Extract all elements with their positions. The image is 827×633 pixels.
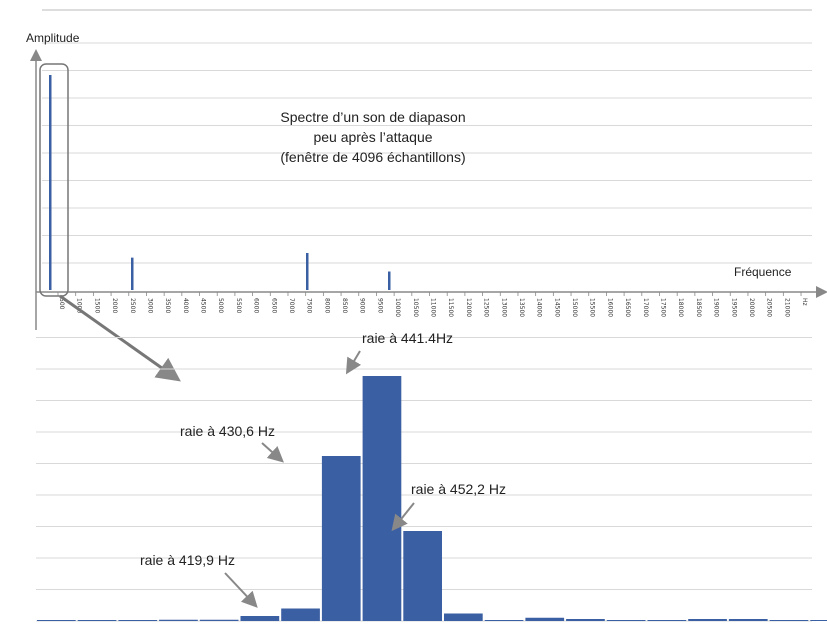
x-tick-label: 12500 xyxy=(483,298,490,317)
y-axis-label: Amplitude xyxy=(26,31,80,45)
zoom-bar xyxy=(321,456,361,621)
x-tick-label: 12000 xyxy=(465,298,472,317)
zoom-bar xyxy=(159,619,198,621)
zoom-chart: raie à 419,9 Hz raie à 430,6 Hz raie à 441… xyxy=(36,330,827,622)
x-tick-label: 9000 xyxy=(359,298,366,313)
zoom-bar xyxy=(606,620,646,621)
x-tick-label: 4500 xyxy=(200,298,207,313)
spectrum-chart: Amplitude Fréquence Spectre d’un son de di… xyxy=(26,9,827,382)
x-tick-label: 8000 xyxy=(323,298,330,313)
zoom-bar xyxy=(810,620,827,621)
zoom-bar xyxy=(566,619,605,621)
x-tick-label: 15500 xyxy=(589,298,596,317)
chart-title-line: Spectre d’un son de diapason xyxy=(280,109,465,125)
zoom-bar xyxy=(118,620,158,621)
zoom-bar xyxy=(525,617,565,621)
x-tick-label: 7000 xyxy=(288,298,295,313)
annotation-label: raie à 419,9 Hz xyxy=(140,552,235,568)
zoom-bar xyxy=(728,619,768,621)
x-tick-label: 21000 xyxy=(783,298,790,317)
annotation-arrow xyxy=(345,350,362,375)
x-tick-label: 3500 xyxy=(164,298,171,313)
annotation-arrow xyxy=(391,502,415,532)
x-tick-label: 10500 xyxy=(412,298,419,317)
x-tick-label: 4000 xyxy=(182,298,189,313)
spectrum-bar xyxy=(388,271,391,290)
x-tick-label: 19500 xyxy=(730,298,737,317)
x-axis-label: Fréquence xyxy=(734,265,792,279)
annotation-arrow xyxy=(224,572,258,608)
x-tick-label: 9500 xyxy=(376,298,383,313)
x-tick-label: 500 xyxy=(58,298,65,310)
zoom-bar xyxy=(77,620,117,621)
zoom-bar xyxy=(240,616,280,621)
annotation-label: raie à 441.4Hz xyxy=(362,330,453,346)
zoom-bar xyxy=(444,613,483,621)
x-tick-label: 1000 xyxy=(76,298,83,313)
zoom-bar xyxy=(403,531,442,621)
chart-title-line: (fenêtre de 4096 échantillons) xyxy=(280,149,465,165)
x-tick-label: 19000 xyxy=(713,298,720,317)
annotation-label: raie à 430,6 Hz xyxy=(180,423,275,439)
x-tick-label: 16500 xyxy=(624,298,631,317)
x-tick-label: 5500 xyxy=(235,298,242,313)
x-tick-label: 16000 xyxy=(606,298,613,317)
x-tick-label: 20500 xyxy=(766,298,773,317)
x-tick-label: 18500 xyxy=(695,298,702,317)
zoom-bar xyxy=(688,619,727,621)
zoom-bar xyxy=(647,620,687,621)
x-tick-label: 11500 xyxy=(447,298,454,317)
x-tick-label: 14000 xyxy=(536,298,543,317)
spectrum-bar xyxy=(49,75,52,290)
x-tick-label: 11000 xyxy=(430,298,437,317)
x-tick-label: 6000 xyxy=(253,298,260,313)
zoom-bar xyxy=(362,376,402,621)
x-tick-label: 2000 xyxy=(111,298,118,313)
x-tick-label: 14500 xyxy=(553,298,560,317)
x-tick-label: 20000 xyxy=(748,298,755,317)
zoom-box xyxy=(39,63,69,297)
spectrum-bar xyxy=(306,253,309,290)
zoom-bar xyxy=(484,620,524,621)
zoom-bar xyxy=(769,620,809,621)
x-tick-label: 8500 xyxy=(341,298,348,313)
x-tick-label: 1500 xyxy=(93,298,100,313)
x-tick-label: 15000 xyxy=(571,298,578,317)
spectrum-bar xyxy=(131,257,134,290)
annotation-arrow xyxy=(261,442,284,463)
x-tick-label: 3000 xyxy=(146,298,153,313)
x-tick-label: 17000 xyxy=(642,298,649,317)
x-tick-label: Hz xyxy=(801,298,808,306)
annotation-label: raie à 452,2 Hz xyxy=(411,481,506,497)
x-tick-label: 10000 xyxy=(394,298,401,317)
chart-title: Spectre d’un son de diapason peu après l’… xyxy=(280,109,465,165)
x-tick-label: 18000 xyxy=(677,298,684,317)
x-tick-label: 13000 xyxy=(500,298,507,317)
x-tick-label: 6500 xyxy=(270,298,277,313)
x-tick-label: 7500 xyxy=(306,298,313,313)
zoom-bar xyxy=(199,619,239,621)
x-tick-label: 5000 xyxy=(217,298,224,313)
zoom-bar xyxy=(281,608,320,621)
x-tick-label: 17500 xyxy=(659,298,666,317)
x-tick-label: 13500 xyxy=(518,298,525,317)
x-tick-label: 2500 xyxy=(129,298,136,313)
chart-title-line: peu après l’attaque xyxy=(313,129,432,145)
zoom-bar xyxy=(37,620,76,621)
